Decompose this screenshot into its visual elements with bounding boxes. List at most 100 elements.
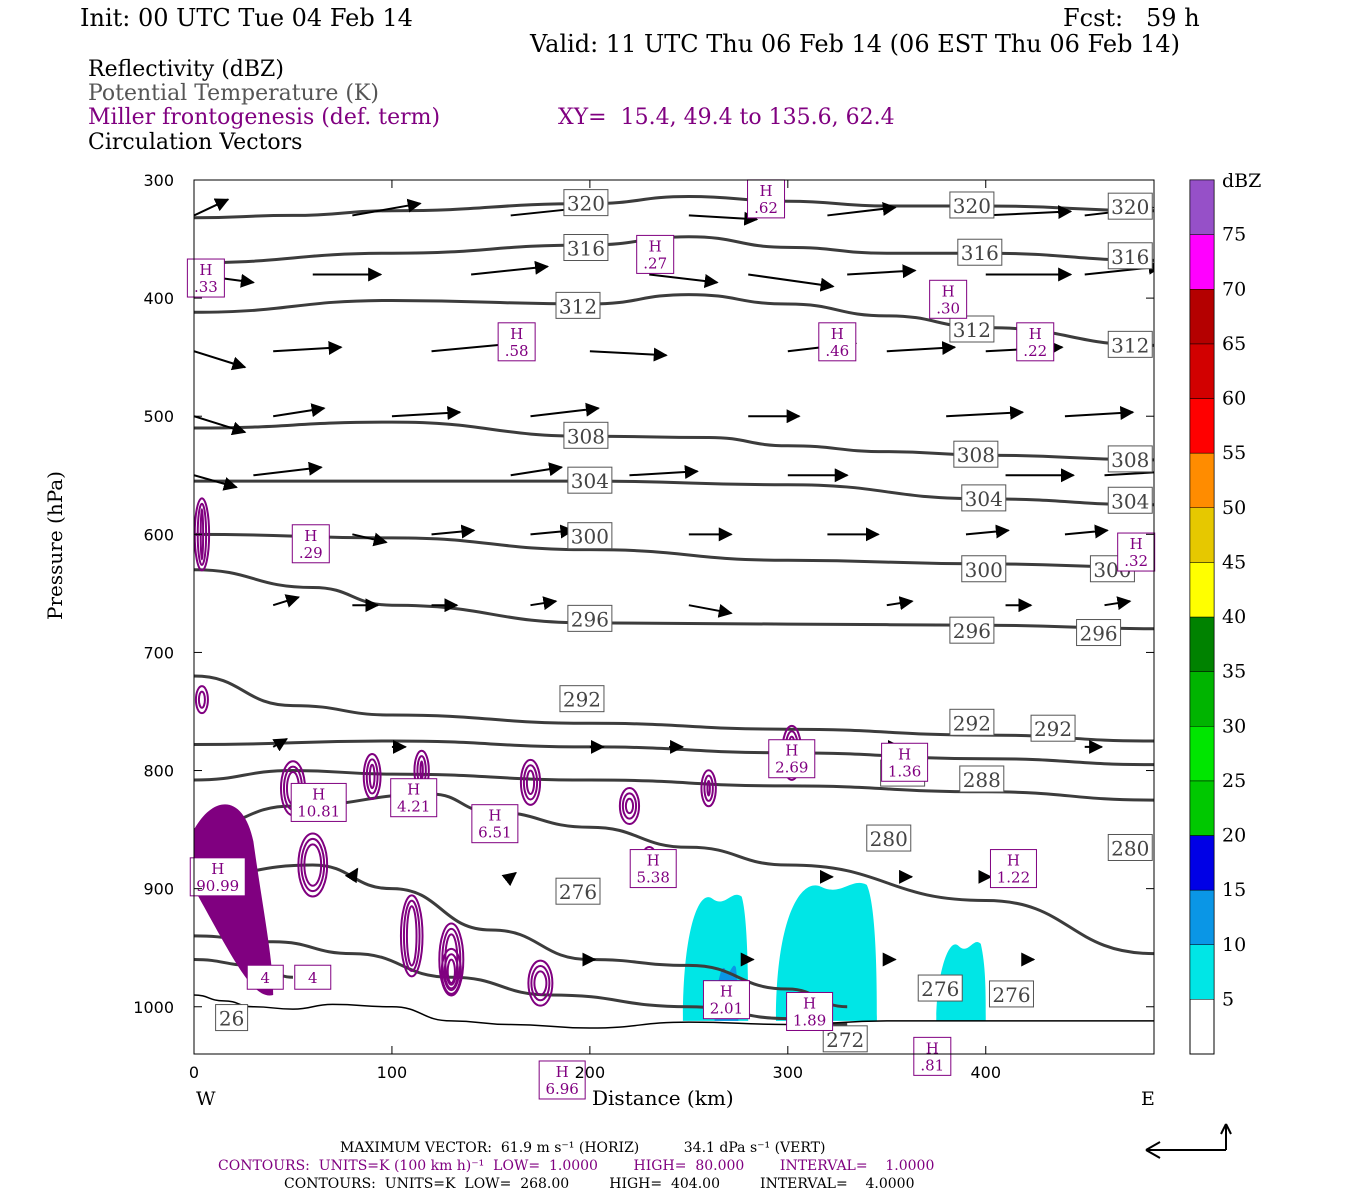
colorbar-segment [1189,944,1215,1000]
colorbar-tick-label: 75 [1222,224,1246,246]
reference-vector-icon [1145,1123,1232,1159]
frontogenesis-max-letter: H [785,742,798,760]
theta-label: 292 [563,688,601,712]
frontogenesis-contour [446,958,456,985]
frontogenesis-max-box [497,322,536,362]
theta-label: 276 [921,977,959,1001]
frontogenesis-max-value: .29 [299,544,323,562]
colorbar-segment [1189,671,1215,727]
x-tick-label: 300 [773,1063,804,1082]
theta-label: 320 [567,192,605,216]
frontogenesis-max-value: 90.99 [196,877,239,895]
frontogenesis-max-box [538,1060,586,1100]
circulation-vector [530,596,558,611]
frontogenesis-max-value: .58 [505,342,529,360]
theta-label-box [988,980,1034,1008]
circulation-vector [1064,524,1109,539]
colorbar-unit-label: dBZ [1222,170,1262,192]
frontogenesis-max-value: 1.36 [888,762,921,780]
frontogenesis-max-letter: H [304,527,317,545]
theta-label: 300 [571,525,609,549]
frontogenesis-contour [297,832,329,898]
theta-label-box [957,238,1003,266]
circulation-vector [272,738,288,752]
frontogenesis-contour [402,899,421,972]
theta-label: 316 [961,241,999,265]
theta-label-box [1107,242,1153,270]
theta-label: 292 [1034,717,1072,741]
frontogenesis-max-box [629,849,677,889]
colorbar-tick-label: 15 [1222,879,1246,901]
circulation-vector [827,201,897,217]
theta-label-box [949,708,995,736]
circulation-vector [688,603,733,618]
theta-label-box [961,484,1007,512]
colorbar-segment [1189,835,1215,891]
frontogenesis-contour [444,933,459,986]
frontogenesis-max-region [194,804,274,996]
frontogenesis-max-value: 6.96 [545,1080,578,1098]
frontogenesis-contour [519,758,542,806]
theta-label: 304 [965,487,1003,511]
theta-label-box [959,765,1005,793]
colorbar-tick-label: 70 [1222,278,1246,300]
frontogenesis-max-box [929,279,968,319]
theta-contour-292 [194,674,1154,743]
frontogenesis-contour [303,843,323,887]
colorbar-tick-label: 45 [1222,551,1246,573]
frontogenesis-max-letter: H [898,745,911,763]
theta-label-box [555,877,601,905]
x-tick-label: 100 [377,1063,408,1082]
circulation-vector [748,273,835,292]
circulation-vector [194,350,247,371]
frontogenesis-max-letter: H [720,983,733,1001]
x-tick-label: 200 [575,1063,606,1082]
frontogenesis-max-value: 1.22 [997,869,1030,887]
colorbar-tick-label: 25 [1222,770,1246,792]
colorbar-segment [1189,452,1215,508]
theta-label: 312 [559,294,597,318]
circulation-vector [530,402,600,418]
theta-label-box [949,616,995,644]
y-tick-label: 400 [143,289,174,308]
theta-label: 316 [1111,245,1149,269]
frontogenesis-max-box [636,234,675,274]
frontogenesis-max-letter: H [803,994,816,1012]
colorbar-segment [1189,289,1215,345]
theta-contour-288 [194,739,1154,767]
frontogenesis-contour [700,769,717,808]
circulation-vector [629,465,699,479]
theta-label: 312 [1111,333,1149,357]
theta-label-box [215,1004,249,1032]
colorbar-tick-label: 55 [1222,442,1246,464]
theta-label-box [1107,192,1153,220]
frontogenesis-max-value: 2.69 [775,759,808,777]
theta-label-box [563,421,609,449]
x-axis-title: Distance (km) [592,1086,734,1110]
frontogenesis-max-box [189,857,246,897]
theta-label-box [567,466,613,494]
colorbar-segment [1189,726,1215,782]
colorbar-tick-label: 10 [1222,934,1246,956]
frontogenesis-max-letter: H [1130,535,1143,553]
legend-frontogenesis: Miller frontogenesis (def. term) [88,105,441,130]
frontogenesis-contour [706,780,711,797]
frontogenesis-contour [533,970,548,996]
theta-contour-312 [194,293,1154,347]
frontogenesis-contour [368,763,376,790]
frontogenesis-max-value: .33 [194,278,218,296]
x-tick-label: 0 [189,1063,199,1082]
circulation-vector [352,532,388,547]
frontogenesis-max-box [702,980,750,1020]
circulation-vector [510,462,564,477]
theta-label-box [961,555,1007,583]
theta-label-box [1076,619,1122,647]
frontogenesis-max-value: .27 [643,254,667,272]
theta-label-box [949,191,995,219]
reflectivity-area [775,882,877,1021]
frontogenesis-contour [621,792,638,820]
theta-label-box [953,440,999,468]
circulation-vector [501,871,517,887]
frontogenesis-max-letter: H [312,785,325,803]
legend-reflectivity: Reflectivity (dBZ) [88,57,284,82]
